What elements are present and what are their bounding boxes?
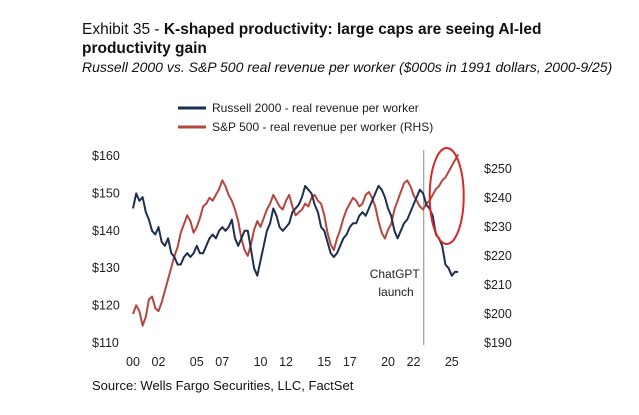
- title-text: K-shaped productivity: large caps are se…: [82, 21, 542, 57]
- left-tick-label: $120: [92, 299, 120, 313]
- x-tick-label: 07: [215, 355, 229, 369]
- x-tick-label: 00: [126, 355, 140, 369]
- annotation-line-2: launch: [378, 285, 413, 299]
- legend-label-russell: Russell 2000 - real revenue per worker: [212, 101, 419, 115]
- left-tick-label: $110: [92, 336, 119, 350]
- right-tick-label: $220: [484, 249, 512, 263]
- right-axis: $190 $200 $210 $220 $230 $240 $250: [484, 162, 512, 350]
- series-line-russell: [132, 184, 459, 277]
- highlight-circle: [428, 147, 465, 245]
- left-axis: $110 $120 $130 $140 $150 $160: [92, 149, 120, 350]
- left-tick-label: $140: [92, 224, 120, 238]
- legend: Russell 2000 - real revenue per worker S…: [178, 101, 433, 134]
- x-tick-label: 10: [254, 355, 268, 369]
- right-tick-label: $200: [484, 307, 512, 321]
- x-tick-label: 22: [407, 355, 421, 369]
- x-tick-label: 15: [317, 355, 331, 369]
- left-tick-label: $130: [92, 261, 120, 275]
- series-line-sp500: [132, 153, 460, 327]
- annotation-line-1: ChatGPT: [370, 267, 421, 281]
- legend-label-sp500: S&P 500 - real revenue per worker (RHS): [212, 120, 433, 134]
- left-tick-label: $150: [92, 186, 120, 200]
- x-axis: 00 02 05 07 10 12 15 17 20 22 25: [126, 355, 459, 369]
- exhibit-label: Exhibit 35 -: [82, 21, 164, 38]
- x-tick-label: 25: [445, 355, 459, 369]
- right-tick-label: $210: [484, 278, 512, 292]
- right-tick-label: $250: [484, 162, 512, 176]
- right-tick-label: $190: [484, 336, 512, 350]
- x-tick-label: 05: [190, 355, 204, 369]
- x-tick-label: 02: [152, 355, 166, 369]
- chart-subtitle: Russell 2000 vs. S&P 500 real revenue pe…: [82, 59, 613, 75]
- series-layer: [132, 153, 460, 327]
- right-tick-label: $240: [484, 191, 512, 205]
- chart-title: Exhibit 35 - K-shaped productivity: larg…: [82, 20, 622, 58]
- right-tick-label: $230: [484, 220, 512, 234]
- x-tick-label: 20: [381, 355, 395, 369]
- x-tick-label: 17: [343, 355, 357, 369]
- x-tick-label: 12: [279, 355, 293, 369]
- source-note: Source: Wells Fargo Securities, LLC, Fac…: [92, 378, 354, 393]
- left-tick-label: $160: [92, 149, 120, 163]
